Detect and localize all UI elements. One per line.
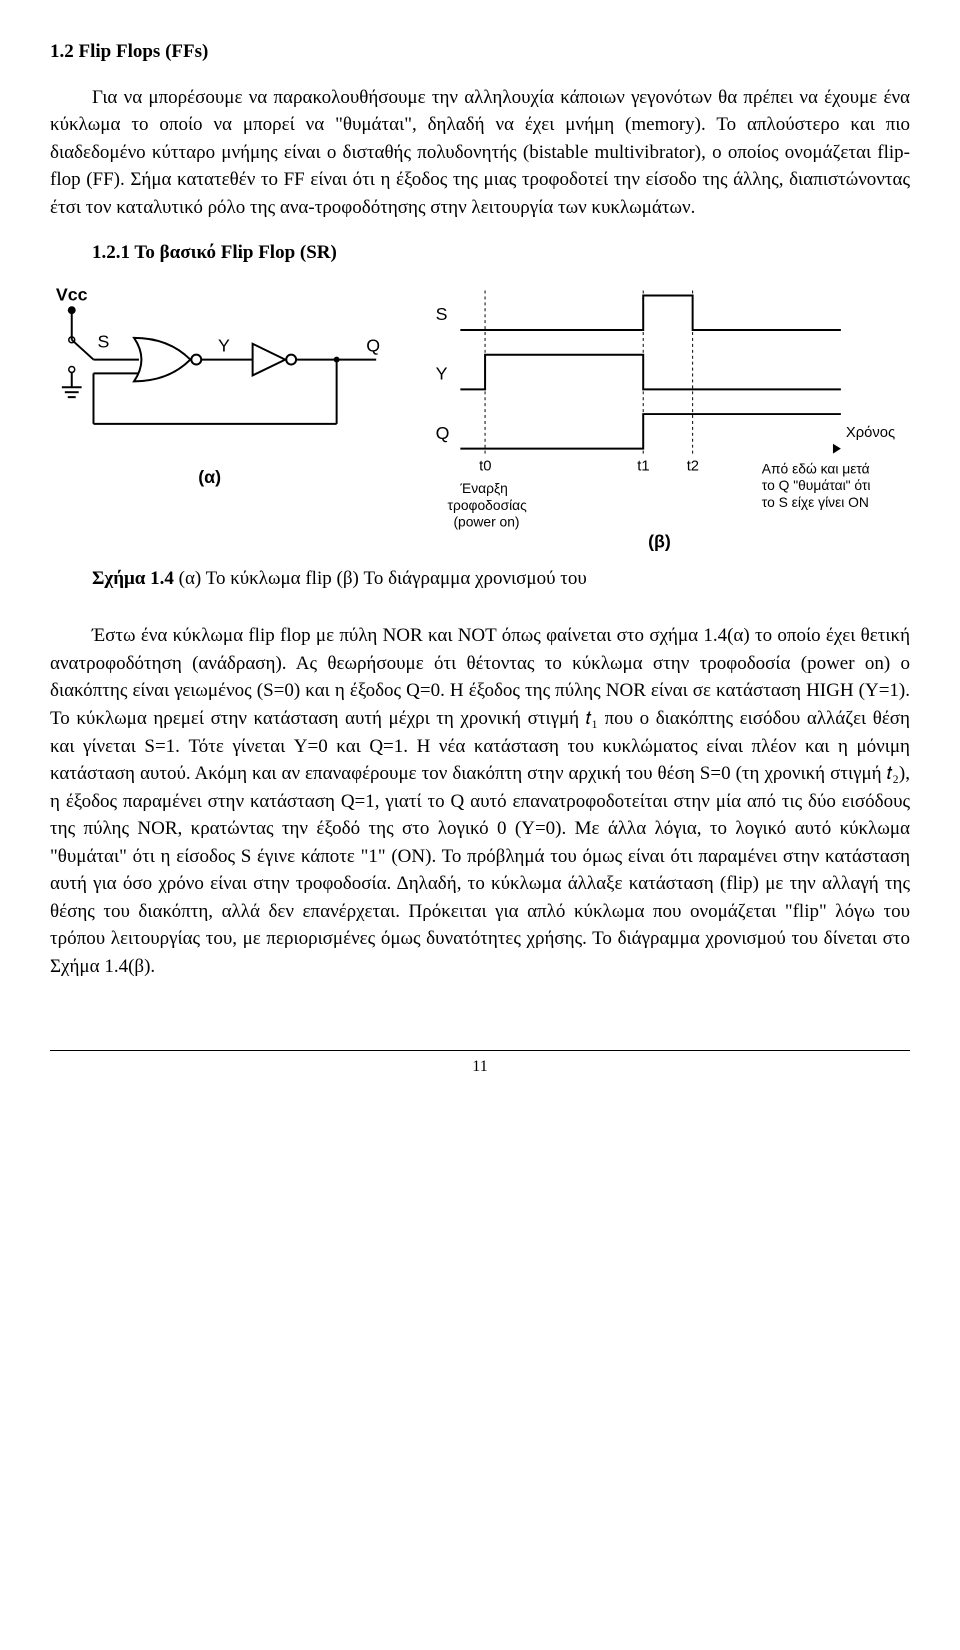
poweron-l2: τροφοδοσίας [447, 497, 527, 513]
y-label: Y [218, 336, 230, 356]
subsection-number: 1.2.1 [92, 242, 130, 263]
q-signal-label: Q [436, 423, 450, 443]
s-label: S [97, 332, 109, 352]
caption-text: (α) Το κύκλωμα flip (β) Το διάγραμμα χρο… [174, 568, 587, 589]
s-signal-label: S [436, 304, 448, 324]
not-gate [253, 344, 286, 376]
rightnote-l2: το Q "θυμάται" ότι [762, 477, 871, 493]
t0-label: t0 [479, 458, 491, 474]
switch-arm [72, 340, 94, 360]
intro-paragraph: Για να μπορέσουμε να παρακολουθήσουμε τη… [50, 84, 910, 222]
section-number: 1.2 [50, 41, 74, 62]
poweron-l3: (power on) [453, 514, 519, 530]
alpha-label: (α) [198, 467, 221, 487]
t1-label: t1 [637, 458, 649, 474]
subsection-heading: Το βασικό Flip Flop (SR) [134, 242, 336, 263]
timing-diagram: S Y Q t0 t1 t2 Χρόνος Έναρξη τροφοδοσίας… [406, 279, 910, 559]
q-label: Q [366, 336, 380, 356]
rightnote-l3: το S είχε γίνει ON [762, 494, 869, 510]
circuit-diagram: Vcc S Y Q (α) [50, 279, 396, 539]
section-title: 1.2 Flip Flops (FFs) [50, 38, 910, 66]
t2-label: t2 [687, 458, 699, 474]
time-axis-label: Χρόνος [846, 425, 895, 441]
vcc-label: Vcc [56, 284, 88, 304]
poweron-l1: Έναρξη [459, 480, 508, 496]
diagram-row: Vcc S Y Q (α) [50, 279, 910, 559]
nor-gate [134, 338, 190, 381]
y-signal-label: Y [436, 363, 448, 383]
page-number: 11 [472, 1058, 487, 1075]
beta-label: (β) [648, 531, 671, 551]
caption-lead: Σχήμα 1.4 [92, 568, 174, 589]
not-bubble [286, 354, 296, 364]
switch-bottom [69, 366, 75, 372]
body-paragraph: Έστω ένα κύκλωμα flip flop με πύλη NOR κ… [50, 622, 910, 980]
subsection-title: 1.2.1 Το βασικό Flip Flop (SR) [92, 239, 910, 267]
y-waveform [460, 355, 841, 390]
s-waveform [460, 295, 841, 330]
figure-caption: Σχήμα 1.4 (α) Το κύκλωμα flip (β) Το διά… [92, 565, 910, 593]
page-footer: 11 [50, 1050, 910, 1078]
rightnote-l1: Από εδώ και μετά [762, 460, 870, 476]
section-heading: Flip Flops (FFs) [79, 41, 209, 62]
nor-bubble [191, 354, 201, 364]
q-waveform [460, 414, 841, 449]
